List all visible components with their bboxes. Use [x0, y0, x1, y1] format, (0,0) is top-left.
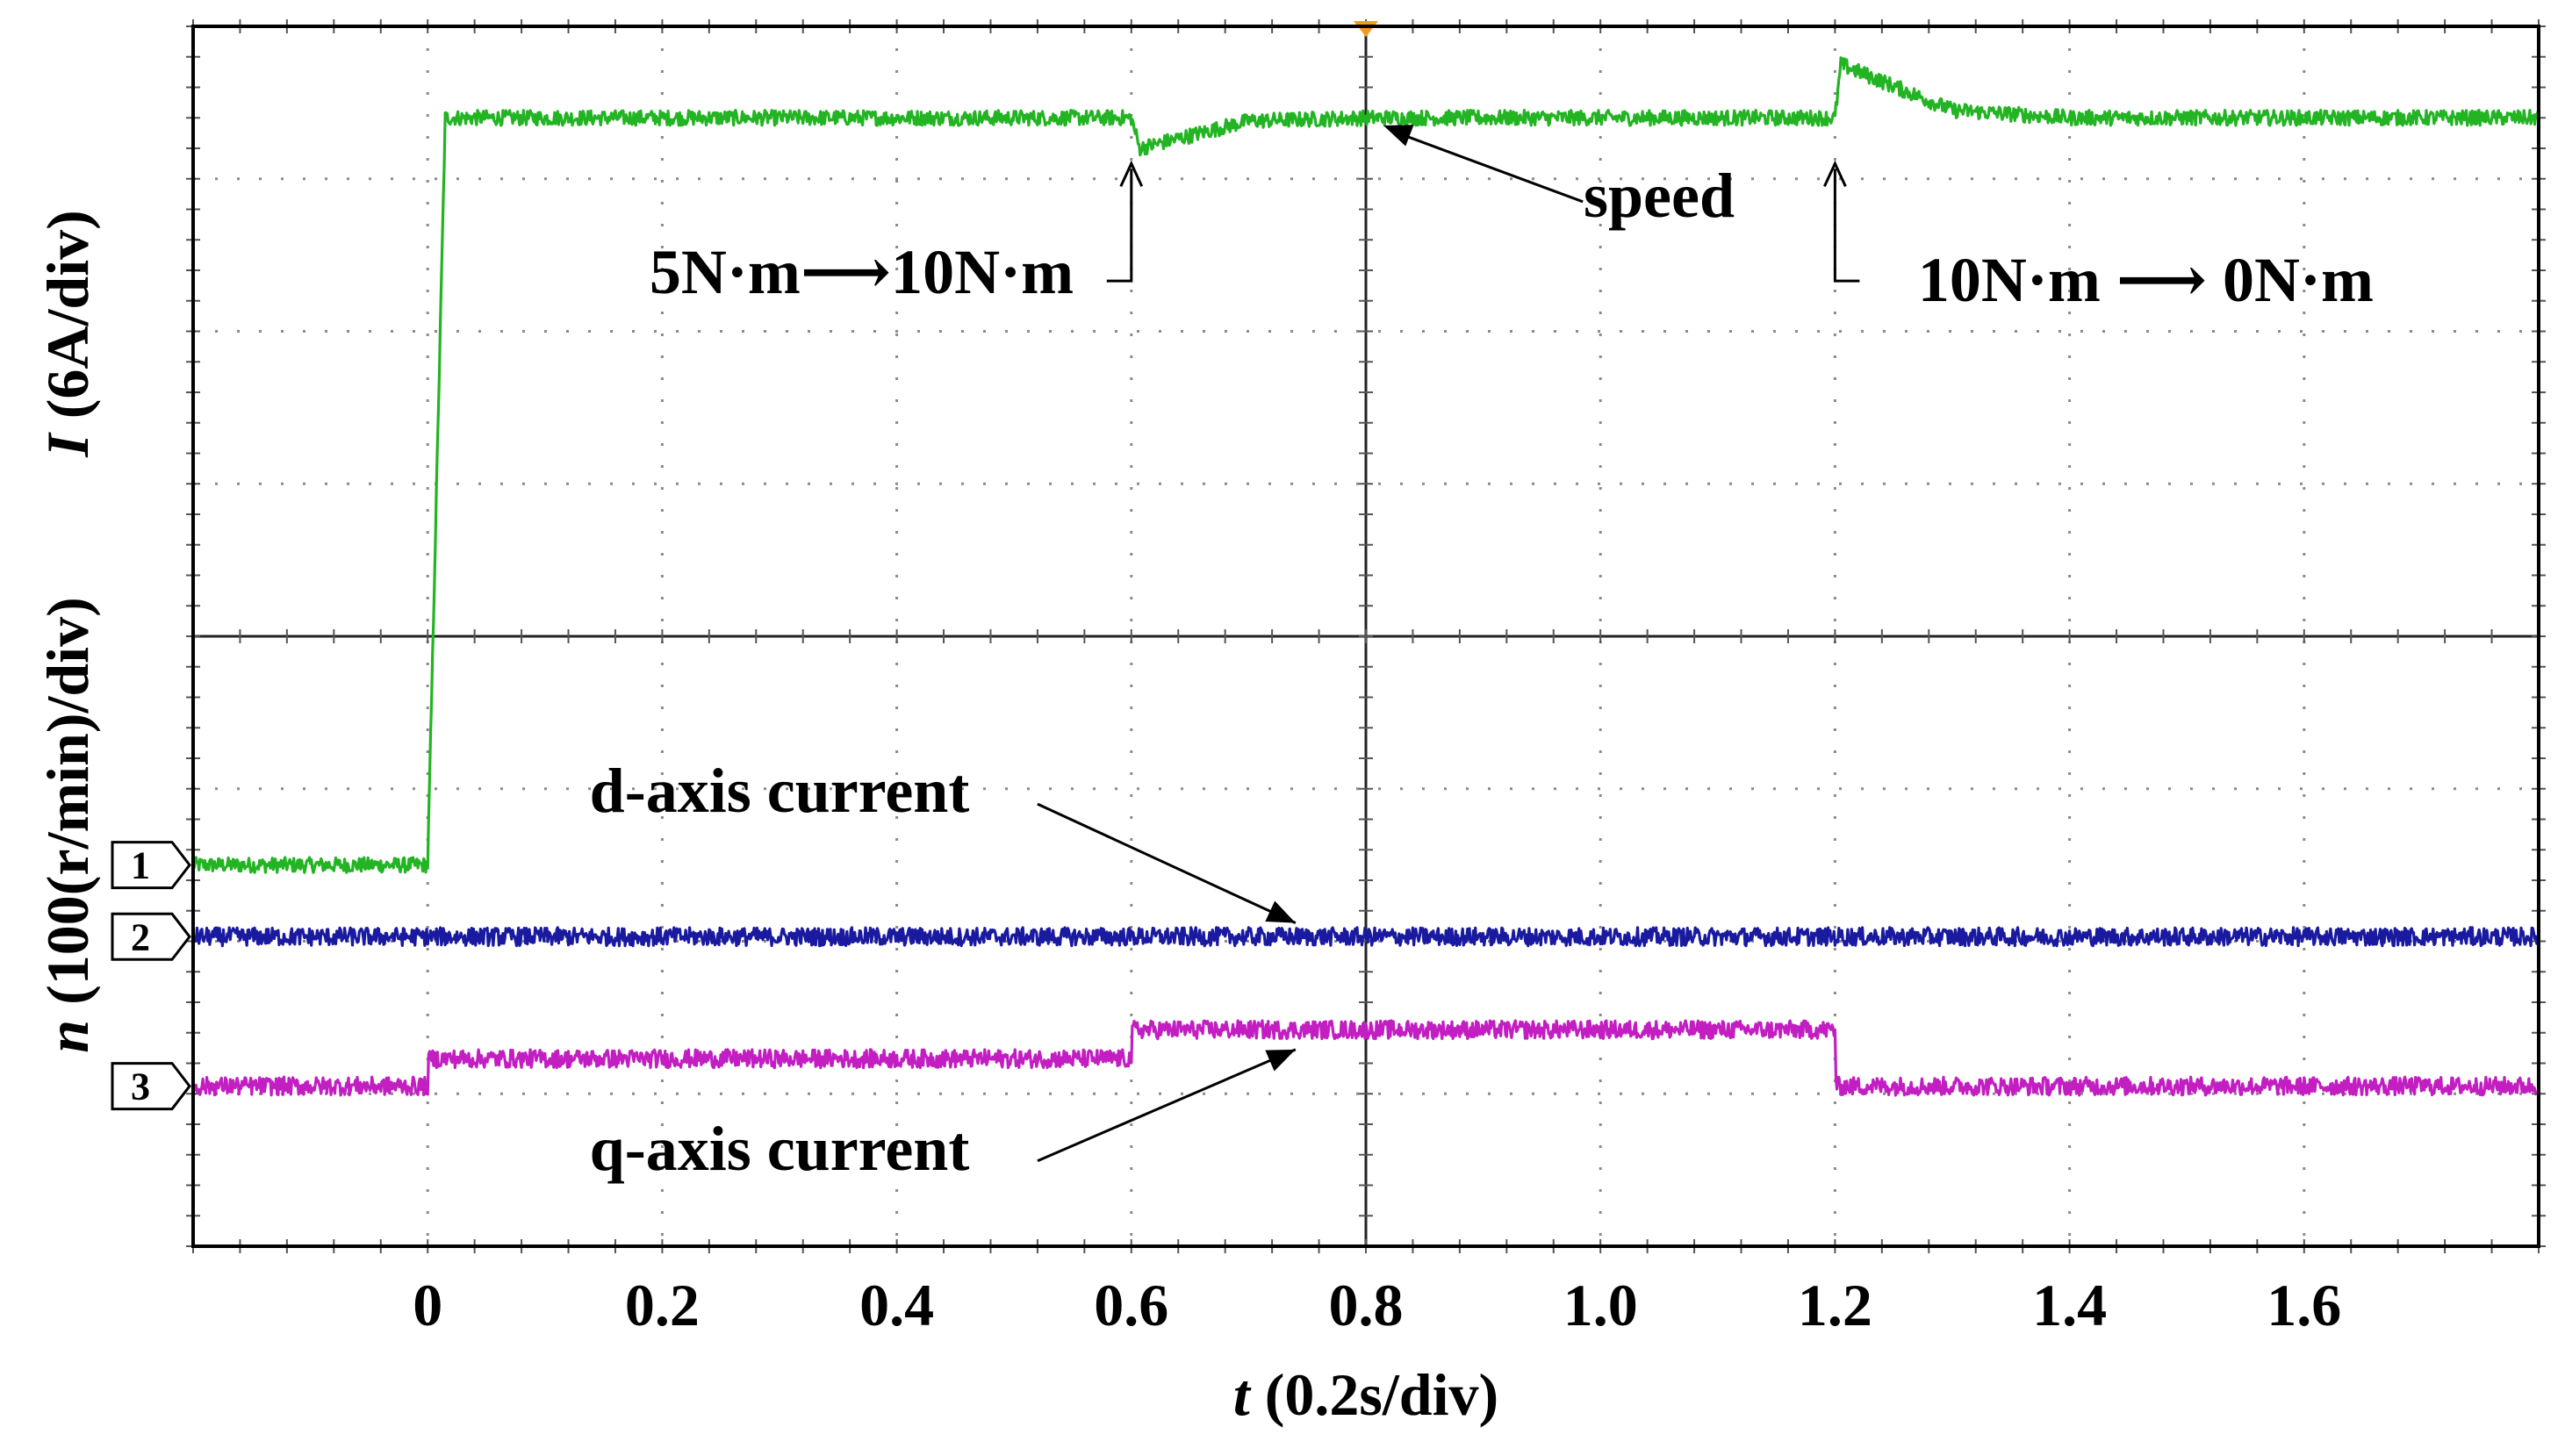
channel-marker-2: 2 — [111, 912, 191, 961]
channel-marker-label: 1 — [131, 844, 150, 887]
series-line-speed — [191, 56, 2540, 874]
traces — [191, 56, 2540, 1097]
y-axis-label-bottom: n (100(r/min)/div) — [34, 597, 101, 1052]
annotation-q-axis-current: q-axis current — [590, 1114, 970, 1184]
channel-marker-box — [111, 841, 191, 890]
x-axis-label: t (0.2s/div) — [1233, 1361, 1498, 1428]
annotation-arrow-load-step-up — [1106, 169, 1133, 283]
channel-marker-label: 3 — [131, 1065, 150, 1108]
x-tick-label: 1.2 — [1798, 1272, 1872, 1338]
annotation-arrowhead-speed — [1383, 125, 1414, 147]
x-tick-label: 0 — [413, 1272, 442, 1338]
annotation-arrow-speed — [1400, 133, 1584, 204]
channel-marker-box — [111, 912, 191, 961]
annotation-arrowhead-q-axis-current — [1265, 1049, 1296, 1072]
series-line-d-axis-current — [191, 926, 2540, 948]
channel-marker-1: 1 — [111, 841, 191, 890]
annotation-arrow-d-axis-current — [1037, 802, 1297, 925]
annotation-load-step-down: 10N·m ⟶ 0N·m — [1918, 245, 2374, 315]
channel-markers: 1 2 3 — [111, 841, 191, 1111]
series-line-q-axis-current — [191, 1019, 2540, 1097]
annotation-speed: speed — [1584, 161, 1735, 231]
annotation-arrowhead-d-axis-current — [1265, 900, 1296, 923]
plot-frame — [191, 25, 2540, 1248]
annotation-arrow-load-step-down — [1833, 169, 1860, 283]
annotations: 5N·m⟶10N·m speed 10N·m ⟶ 0N·m d-axis curren… — [590, 125, 2374, 1184]
annotation-d-axis-current: d-axis current — [590, 756, 970, 826]
annotation-arrowhead-load-step-up — [1119, 160, 1144, 188]
channel-marker-box — [111, 1062, 191, 1111]
x-tick-label: 1.0 — [1563, 1272, 1638, 1338]
x-tick-label: 0.8 — [1329, 1272, 1404, 1338]
y-axis-label-top: I (6A/div) — [34, 210, 101, 457]
x-tick-labels: 0 0.2 0.4 0.6 0.8 1.0 1.2 1.4 1.6 — [413, 1272, 2341, 1338]
annotation-arrow-q-axis-current — [1037, 1048, 1297, 1163]
x-tick-label: 1.4 — [2032, 1272, 2107, 1338]
x-tick-label: 0.6 — [1094, 1272, 1168, 1338]
channel-marker-label: 2 — [131, 915, 150, 958]
annotation-arrowhead-load-step-down — [1823, 160, 1847, 188]
annotation-load-step-up: 5N·m⟶10N·m — [650, 237, 1074, 307]
channel-marker-3: 3 — [111, 1062, 191, 1111]
x-tick-label: 1.6 — [2267, 1272, 2341, 1338]
x-tick-label: 0.4 — [859, 1272, 934, 1338]
x-tick-label: 0.2 — [625, 1272, 700, 1338]
